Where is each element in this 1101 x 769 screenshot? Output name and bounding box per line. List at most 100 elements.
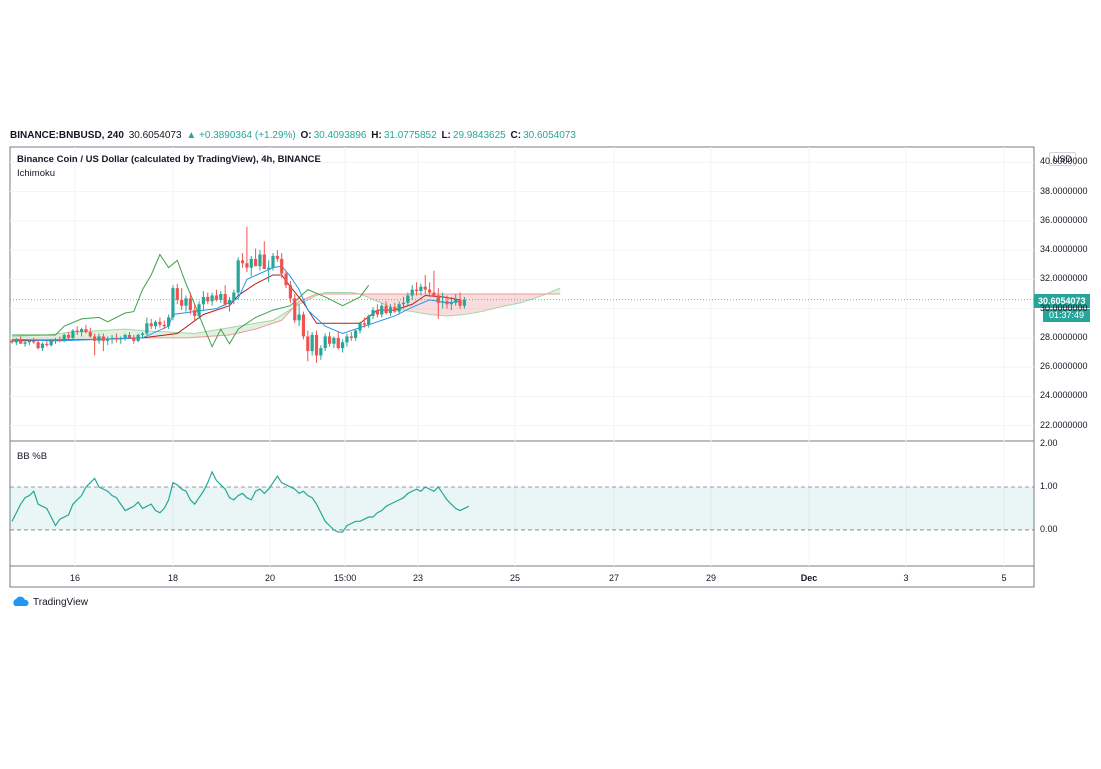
cloud-segment xyxy=(38,335,43,340)
y-tick-label: 40.0000000 xyxy=(1040,156,1088,167)
cloud-segment xyxy=(277,314,282,322)
cloud-segment xyxy=(155,331,160,338)
cloud-segment xyxy=(20,335,26,340)
cloud-segment xyxy=(242,324,247,333)
candle-body xyxy=(436,295,440,303)
cloud-segment xyxy=(107,329,113,340)
cloud-segment xyxy=(460,294,465,315)
candle-body xyxy=(106,339,110,341)
candle-body xyxy=(423,286,427,290)
cloud-segment xyxy=(494,294,500,309)
candle-body xyxy=(371,310,375,316)
bb-percent-line xyxy=(11,470,470,533)
cloud-icon xyxy=(13,596,29,606)
candle-body xyxy=(58,339,62,341)
candle-body xyxy=(62,334,66,341)
open-label: O: xyxy=(300,130,312,141)
cloud-segment xyxy=(186,333,191,338)
candle-body xyxy=(293,298,297,321)
y-tick-label: 36.0000000 xyxy=(1040,214,1088,225)
candle-body xyxy=(384,305,388,314)
candle-body xyxy=(40,343,45,349)
symbol-header: BINANCE:BNBUSD, 240 30.6054073 ▲ +0.3890… xyxy=(10,130,578,141)
candle-body xyxy=(284,273,288,286)
cloud-segment xyxy=(281,312,287,321)
tradingview-logo[interactable]: TradingView xyxy=(10,596,88,608)
x-tick-label: 29 xyxy=(705,573,717,583)
candle-body xyxy=(97,336,101,341)
currency-badge[interactable]: USD xyxy=(1049,152,1077,166)
x-tick-label: 27 xyxy=(608,573,620,583)
candle-body xyxy=(397,304,401,312)
cloud-segment xyxy=(159,331,165,338)
bb-label[interactable]: BB %B xyxy=(17,451,48,462)
cloud-segment xyxy=(477,294,482,313)
symbol-name: BINANCE:BNBUSD, 240 xyxy=(10,130,124,141)
candle-body xyxy=(201,296,205,305)
candle-body xyxy=(223,294,227,305)
candle-body xyxy=(158,321,162,325)
candle-body xyxy=(167,317,171,327)
cloud-segment xyxy=(390,294,395,309)
x-tick-label: 25 xyxy=(509,573,521,583)
y-tick-label: 34.0000000 xyxy=(1040,244,1088,255)
cloud-segment xyxy=(16,336,21,340)
candle-body xyxy=(27,340,31,343)
candle-body xyxy=(419,286,423,292)
ichimoku-label[interactable]: Ichimoku xyxy=(17,168,56,179)
candle-body xyxy=(358,323,362,331)
candle-body xyxy=(127,334,132,338)
candle-body xyxy=(258,254,262,267)
candle-body xyxy=(336,337,340,349)
candle-body xyxy=(140,333,145,335)
candle-body xyxy=(428,289,432,293)
x-tick-label: 23 xyxy=(412,573,424,583)
high-label: H: xyxy=(371,130,382,141)
candle-body xyxy=(410,289,414,296)
candle-body xyxy=(414,289,419,292)
candle-body xyxy=(19,339,23,344)
senkou-span-a xyxy=(11,287,561,337)
candle-body xyxy=(153,321,158,327)
candle-body xyxy=(180,299,184,306)
cloud-segment xyxy=(233,326,239,334)
cloud-segment xyxy=(116,329,121,339)
candle-body xyxy=(71,330,75,338)
cloud-segment xyxy=(420,294,426,314)
cloud-segment xyxy=(12,336,17,340)
candle-body xyxy=(441,301,445,303)
cloud-segment xyxy=(168,332,173,338)
x-tick-label: 3 xyxy=(903,573,909,583)
cloud-segment xyxy=(246,323,252,332)
candle-body xyxy=(206,296,210,302)
candle-body xyxy=(132,337,136,341)
candle-body xyxy=(354,330,358,338)
candle-body xyxy=(462,299,466,306)
y-tick-label: 28.0000000 xyxy=(1040,331,1088,342)
cloud-segment xyxy=(251,323,256,331)
last-price: 30.6054073 xyxy=(128,130,182,141)
y-tick-label: 26.0000000 xyxy=(1040,361,1088,372)
candle-body xyxy=(232,292,236,300)
high-value: 31.0775852 xyxy=(383,130,437,141)
bb-band-fill xyxy=(10,486,1034,530)
x-tick-label: 16 xyxy=(69,573,81,583)
candle-body xyxy=(227,299,232,305)
cloud-segment xyxy=(490,294,495,310)
close-value: 30.6054073 xyxy=(523,130,576,141)
candle-body xyxy=(314,334,319,356)
candle-body xyxy=(458,299,462,306)
candle-body xyxy=(84,329,88,333)
cloud-segment xyxy=(112,329,117,339)
candle-body xyxy=(236,260,240,293)
candle-body xyxy=(345,336,349,343)
candle-body xyxy=(32,340,36,343)
low-value: 29.9843625 xyxy=(452,130,506,141)
countdown-tag: 01:37:49 xyxy=(1043,309,1090,322)
candle-body xyxy=(306,336,310,352)
candle-body xyxy=(380,305,384,315)
candle-body xyxy=(188,298,192,311)
cloud-segment xyxy=(451,294,456,316)
cloud-segment xyxy=(55,333,60,340)
